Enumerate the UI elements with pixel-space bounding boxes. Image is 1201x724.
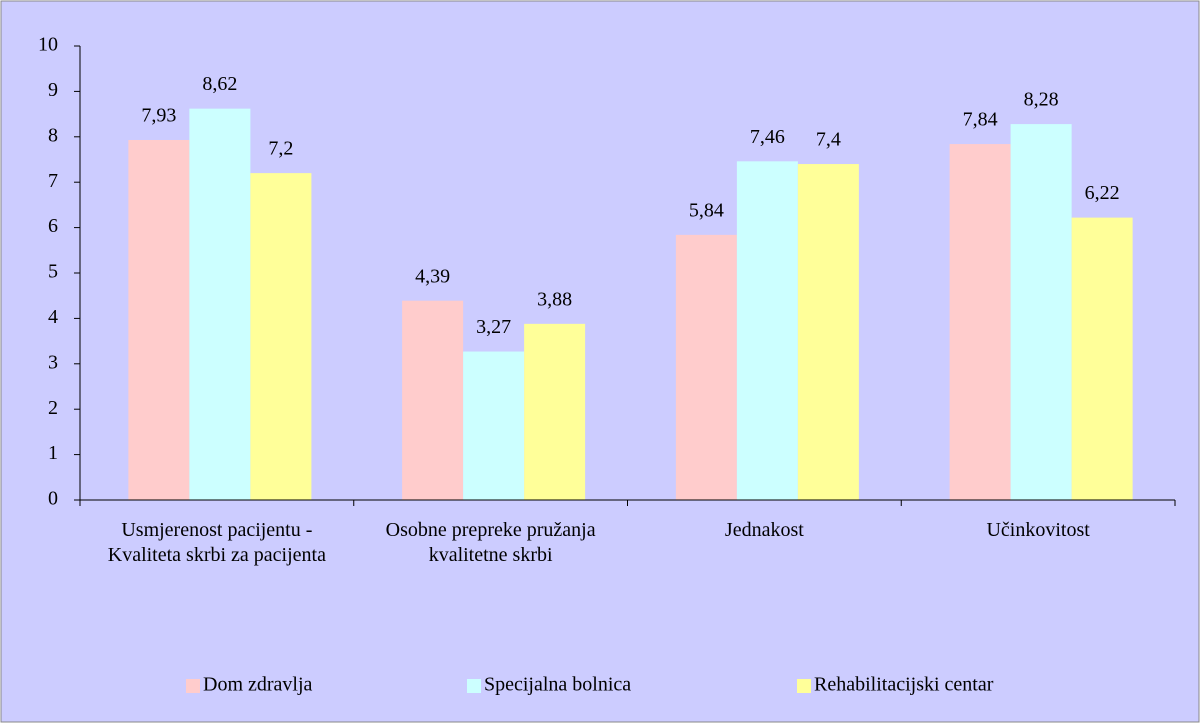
x-tick-label: Jednakost (724, 519, 804, 541)
y-tick-label: 2 (48, 397, 58, 419)
bar (736, 161, 798, 501)
bar (1010, 124, 1072, 500)
x-tick-label-box: Jednakost (724, 519, 804, 541)
y-tick-label: 1 (48, 442, 58, 464)
value-label: 5,84 (689, 199, 724, 221)
bar (128, 139, 190, 500)
value-label: 3,27 (476, 316, 511, 338)
value-label: 3,88 (537, 288, 572, 310)
value-label: 7,84 (963, 109, 998, 131)
bar (402, 300, 464, 500)
legend-label: Dom zdravlja (203, 674, 313, 696)
bar (675, 234, 737, 500)
x-tick-label-box: Učinkovitost (986, 519, 1090, 541)
value-label: 6,22 (1085, 182, 1120, 204)
bar (463, 351, 525, 500)
y-tick-label: 6 (48, 215, 58, 237)
value-label: 7,2 (268, 138, 293, 160)
x-tick-label-box: Usmjerenost pacijentu - Kvaliteta skrbi … (107, 519, 326, 566)
y-tick-label: 9 (48, 79, 58, 101)
legend-swatch (797, 679, 811, 693)
x-tick-label: Učinkovitost (986, 519, 1090, 541)
legend-swatch (467, 679, 481, 693)
y-tick-label: 10 (38, 34, 58, 56)
y-tick-label: 5 (48, 261, 58, 283)
bar (189, 108, 251, 500)
legend-label: Rehabilitacijski centar (814, 674, 994, 696)
x-tick-label: Osobne prepreke pružanja kvalitetne skrb… (385, 519, 596, 566)
bar (949, 144, 1011, 500)
y-tick-label: 4 (48, 306, 58, 328)
value-label: 4,39 (415, 265, 450, 287)
x-tick-label-box: Osobne prepreke pružanja kvalitetne skrb… (385, 519, 596, 566)
x-tick-label: Usmjerenost pacijentu - Kvaliteta skrbi … (107, 519, 326, 566)
bar (250, 173, 312, 500)
y-tick-label: 0 (48, 488, 58, 510)
value-label: 7,4 (816, 129, 841, 151)
bar (1071, 217, 1133, 500)
value-label: 7,93 (141, 105, 176, 127)
bar (797, 164, 859, 501)
value-label: 8,28 (1024, 89, 1059, 111)
legend-label: Specijalna bolnica (484, 674, 631, 696)
y-tick-label: 8 (48, 124, 58, 146)
value-label: 7,46 (750, 126, 785, 148)
y-tick-label: 3 (48, 351, 58, 373)
y-tick-label: 7 (48, 170, 58, 192)
bar (524, 323, 586, 500)
value-label: 8,62 (202, 73, 237, 95)
legend-swatch (186, 679, 200, 693)
